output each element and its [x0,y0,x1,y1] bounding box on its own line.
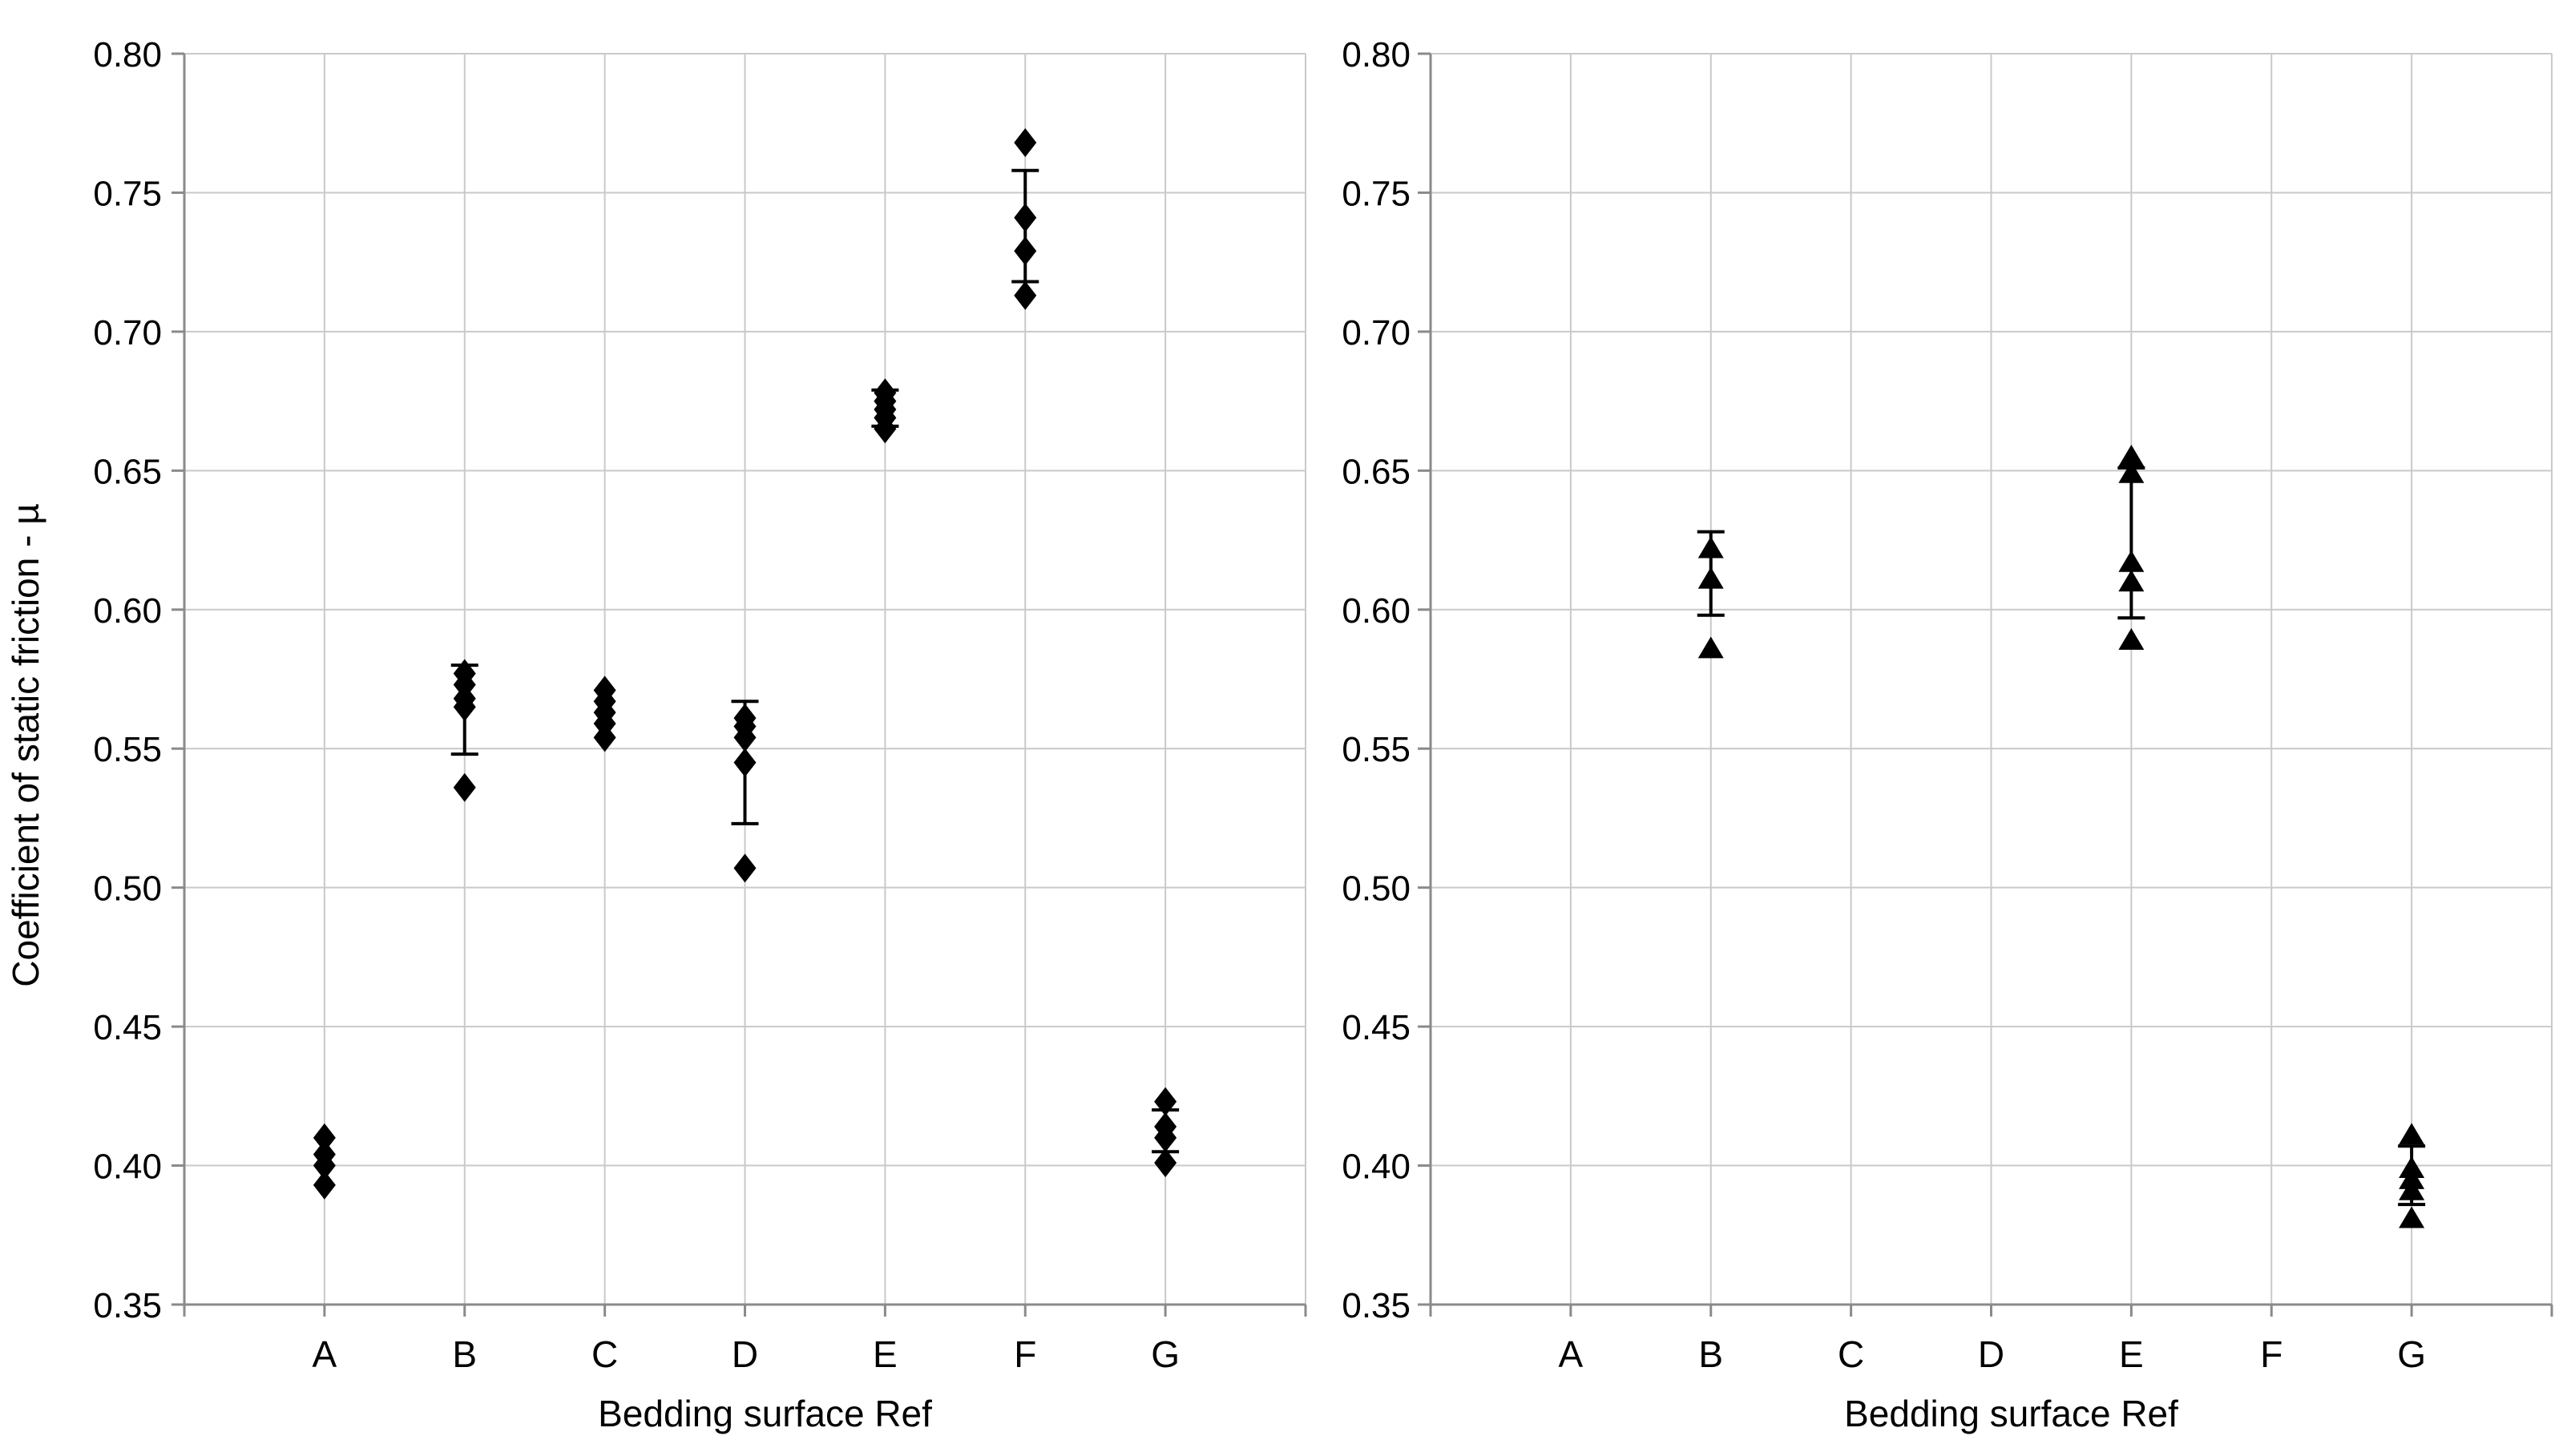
y-tick-label: 0.40 [1342,1147,1411,1187]
y-tick-label: 0.35 [93,1286,162,1325]
data-point-diamond [1014,203,1037,232]
x-category-label: A [313,1333,337,1375]
data-point-diamond [733,853,757,883]
data-point-diamond [593,723,616,752]
x-category-label: E [2119,1333,2144,1375]
data-point-triangle [2118,570,2145,592]
y-tick-label: 0.70 [93,313,162,353]
data-point-triangle [2118,627,2145,650]
data-point-triangle [2399,1123,2425,1145]
x-category-label: E [873,1333,898,1375]
data-point-triangle [1697,536,1724,559]
y-tick-label: 0.65 [93,452,162,491]
data-point-diamond [733,748,757,777]
y-tick-label: 0.55 [1342,730,1411,769]
data-point-triangle [1697,567,1724,589]
x-category-label: D [1978,1333,2004,1375]
y-tick-label: 0.75 [93,174,162,213]
data-point-diamond [1014,236,1037,266]
left-panel: 0.80 0.75 0.70 0.65 0.60 0.55 0.50 0.45 0.40 0.35… [5,35,1307,1434]
data-point-diamond [1154,1087,1177,1116]
y-tick-label: 0.70 [1342,313,1411,353]
data-point-triangle [2399,1178,2425,1200]
data-point-diamond [313,1123,336,1152]
y-tick-label: 0.55 [93,730,162,769]
y-tick-label: 0.45 [93,1008,162,1047]
y-tick-label: 0.80 [93,35,162,75]
y-tick-label: 0.50 [1342,869,1411,909]
x-category-label: F [1014,1333,1036,1375]
data-point-diamond [1154,1148,1177,1178]
y-tick-label: 0.80 [1342,35,1411,75]
data-point-triangle [2399,1167,2425,1189]
x-category-label: F [2260,1333,2282,1375]
data-point-triangle [2399,1156,2425,1179]
data-point-triangle [1697,636,1724,659]
data-point-diamond [1014,280,1037,310]
y-tick-label: 0.65 [1342,452,1411,491]
data-point-diamond [313,1151,336,1180]
data-point-diamond [1154,1123,1177,1152]
x-category-label: D [732,1333,758,1375]
x-category-label: G [1151,1333,1180,1375]
right-panel: 0.80 0.75 0.70 0.65 0.60 0.55 0.50 0.45 0.40 0.35… [1342,35,2553,1434]
x-category-label: B [452,1333,477,1375]
data-point-triangle [2399,1206,2425,1228]
y-tick-label: 0.60 [93,591,162,631]
y-tick-label: 0.40 [93,1147,162,1187]
x-category-label: B [1698,1333,1723,1375]
data-point-diamond [733,723,757,752]
data-point-diamond [453,692,476,722]
x-category-label: C [591,1333,618,1375]
x-axis-title: Bedding surface Ref [598,1393,932,1434]
data-point-diamond [874,414,897,444]
data-point-triangle [2118,550,2145,572]
y-tick-label: 0.60 [1342,591,1411,631]
data-point-diamond [313,1170,336,1200]
x-category-label: C [1838,1333,1864,1375]
y-tick-label: 0.50 [93,869,162,909]
y-tick-label: 0.35 [1342,1286,1411,1325]
data-point-triangle [2118,461,2145,483]
y-tick-label: 0.75 [1342,174,1411,213]
data-point-triangle [2118,444,2145,466]
x-category-label: G [2397,1333,2426,1375]
y-axis-title: Coefficient of static friction - µ [5,503,46,986]
data-point-diamond [453,772,476,802]
error-bar [2117,466,2145,620]
x-category-label: A [1559,1333,1584,1375]
data-point-diamond [1014,128,1037,158]
y-tick-label: 0.45 [1342,1008,1411,1047]
x-axis-title: Bedding surface Ref [1844,1393,2178,1434]
